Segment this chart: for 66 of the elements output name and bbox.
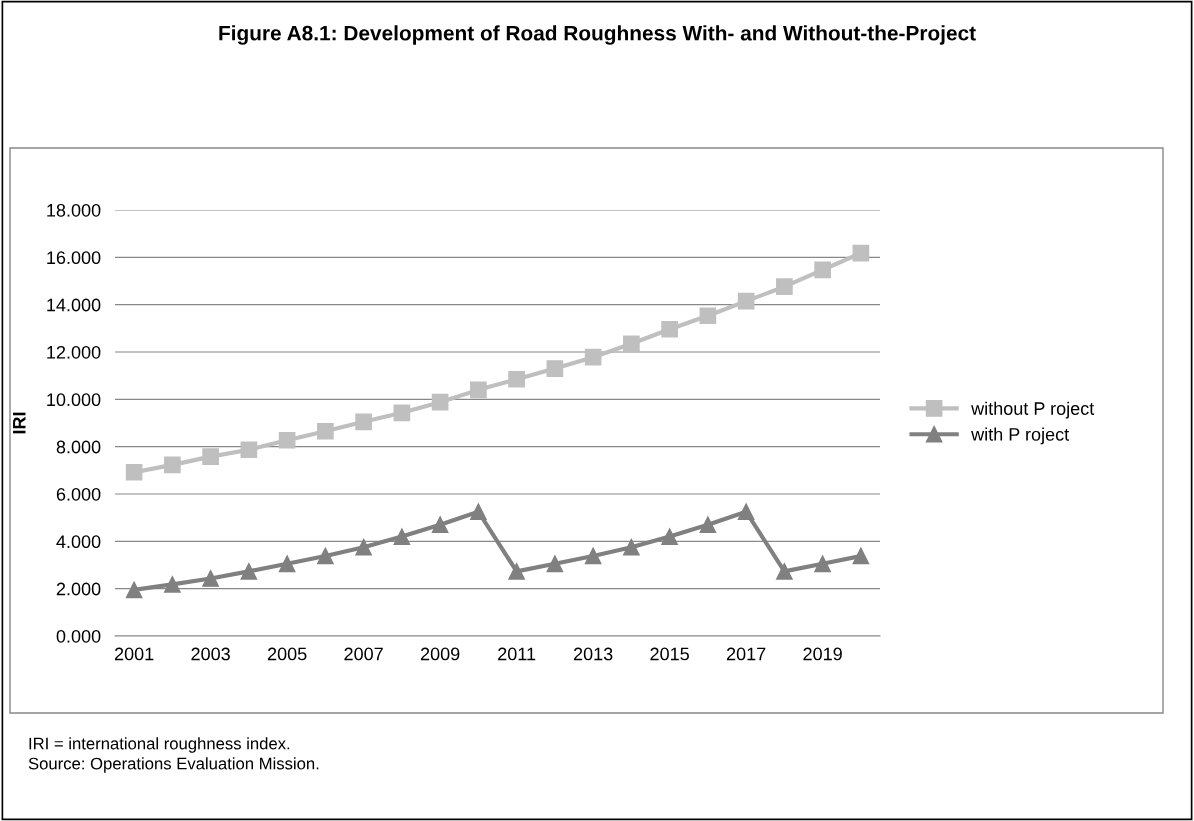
point (240, 441, 258, 459)
point (584, 348, 602, 366)
point (164, 456, 181, 474)
point (125, 581, 143, 599)
x-tick-label: 2005 (267, 647, 307, 661)
point (508, 370, 525, 388)
point (355, 413, 372, 431)
legend-label: with P roject (971, 427, 1070, 445)
x-tick-label: 2001 (114, 647, 154, 661)
x-tick-label: 2015 (650, 647, 689, 661)
y-tick-label: 2.000 (56, 582, 101, 596)
point (546, 555, 564, 573)
point (355, 538, 372, 556)
y-tick-label: 4.000 (56, 535, 101, 549)
point (125, 463, 143, 481)
x-tick-label: 2007 (344, 647, 383, 661)
y-tick-label: 16.000 (47, 251, 101, 265)
y-tick-label: 10.000 (47, 393, 101, 407)
point (584, 547, 602, 565)
y-tick-label: 12.000 (47, 345, 101, 359)
legend-label: without P roject (971, 401, 1095, 419)
point (431, 516, 449, 534)
point (852, 244, 870, 262)
point (508, 563, 525, 580)
point (776, 563, 793, 580)
text: IRI = international roughness index. (29, 737, 290, 753)
chart-title: Figure A8.1: Development of Road Roughness With- and Without-the-Project (219, 25, 976, 45)
point (699, 516, 717, 534)
y-tick-label: 14.000 (47, 298, 101, 312)
point (623, 335, 640, 353)
x-tick-label: 2013 (573, 647, 613, 661)
point (737, 503, 755, 521)
point (623, 538, 640, 556)
x-tick-label: 2019 (803, 647, 842, 661)
point (393, 404, 411, 422)
y-tick-label: 0.000 (56, 629, 101, 643)
point (278, 555, 296, 573)
point (776, 278, 793, 296)
x-tick-label: 2017 (726, 647, 766, 661)
x-tick-label: 2003 (191, 647, 230, 661)
point (814, 261, 831, 279)
x-tick-label: 2011 (498, 647, 536, 661)
point (317, 547, 334, 565)
y-tick-label: 18.000 (47, 203, 101, 217)
point (202, 448, 219, 465)
point (699, 307, 717, 325)
point (317, 422, 334, 440)
point (661, 528, 678, 545)
y-tick-label: 6.000 (56, 487, 101, 501)
point (852, 547, 870, 565)
point (814, 555, 831, 573)
point (278, 431, 296, 449)
point (431, 393, 449, 411)
y-tick-label: 8.000 (56, 440, 101, 454)
point (661, 320, 678, 338)
point (470, 503, 487, 521)
point (202, 570, 219, 587)
point (240, 563, 258, 580)
point (393, 528, 411, 545)
source-note: Source: Operations Evaluation Mission. (28, 757, 319, 773)
point (546, 360, 564, 377)
point (164, 576, 181, 593)
x-tick-label: 2009 (420, 647, 460, 661)
point (737, 292, 755, 310)
y-axis-title: IRI (13, 412, 26, 434)
point (470, 381, 487, 399)
